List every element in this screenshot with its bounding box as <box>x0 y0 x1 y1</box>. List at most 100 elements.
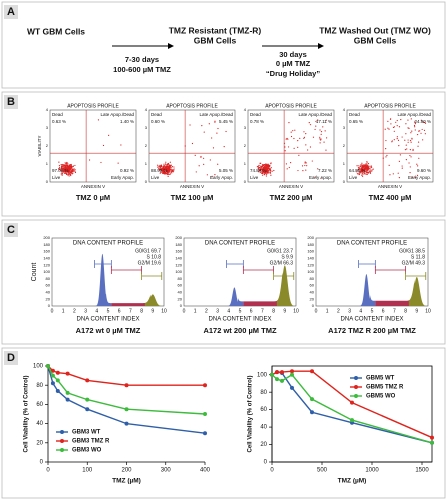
x-tick-label: 5 <box>371 308 374 314</box>
cell-dot <box>162 166 164 168</box>
phase-value: G0/G1 23.7 <box>267 248 293 254</box>
cell-dot <box>363 172 365 174</box>
cell-dot <box>417 145 419 147</box>
series-line <box>47 365 206 415</box>
x-tick-label: 500 <box>317 468 328 474</box>
cell-dot <box>361 172 363 174</box>
cell-dot <box>398 160 400 162</box>
cell-dot <box>217 163 219 165</box>
stage-label: TMZ Resistant (TMZ-R) <box>169 25 262 35</box>
cell-dot <box>319 142 321 144</box>
step-label: 7-30 days <box>125 55 159 64</box>
cell-dot <box>308 122 310 124</box>
cell-dot <box>268 171 270 173</box>
cell-dot <box>68 172 70 175</box>
axis-label: ANNEXIN V <box>180 184 204 189</box>
cell-dot <box>360 168 362 170</box>
cell-dot <box>405 159 407 161</box>
y-tick-label: 0 <box>48 303 51 308</box>
cell-dot <box>418 130 420 132</box>
cell-dot <box>161 168 163 170</box>
cell-dot <box>314 128 316 131</box>
cell-dot <box>165 161 167 163</box>
cell-dot <box>267 163 269 165</box>
cell-dot <box>424 133 426 135</box>
cell-dot <box>165 168 167 170</box>
x-tick-label: 9 <box>283 308 286 314</box>
quadrant-pct: 24.90 % <box>414 119 431 124</box>
cell-dot <box>304 164 306 167</box>
panel-letter-bg <box>4 95 18 109</box>
cell-dot <box>74 164 76 167</box>
panel-letter: D <box>7 352 15 364</box>
cell-dot <box>167 173 169 175</box>
quadrant-pct: 74.89 % <box>250 168 267 173</box>
cell-dot <box>171 172 173 174</box>
x-tick-label: 1 <box>62 308 65 314</box>
cell-dot <box>367 163 370 165</box>
cell-dot <box>386 154 388 157</box>
cell-dot <box>297 146 299 148</box>
cell-dot <box>385 156 387 158</box>
cell-dot <box>410 156 412 158</box>
cell-dot <box>293 147 295 149</box>
cell-dot <box>302 170 304 172</box>
cell-dot <box>395 121 397 123</box>
cell-dot <box>409 140 412 142</box>
cell-dot <box>366 163 368 165</box>
cell-dot <box>361 169 363 171</box>
cell-dot <box>169 169 171 171</box>
y-tick-label: 140 <box>175 255 182 260</box>
quadrant-label: Early Apop. <box>309 175 332 180</box>
cell-dot <box>408 162 410 164</box>
cell-dot <box>189 124 191 126</box>
cell-dot <box>409 166 411 168</box>
cell-dot <box>416 174 419 176</box>
y-tick-label: 120 <box>175 262 182 267</box>
x-tick-label: 0 <box>270 468 274 474</box>
axis-label: VIABILITY <box>37 135 42 156</box>
cell-dot <box>368 167 370 170</box>
cell-dot <box>398 126 401 128</box>
cell-dot <box>59 169 61 171</box>
cell-dot <box>163 163 165 165</box>
cell-dot <box>60 168 62 170</box>
cell-dot <box>259 168 261 170</box>
plot-header: DNA CONTENT PROFILE <box>73 241 143 247</box>
cell-dot <box>317 168 319 170</box>
cell-dot <box>157 166 159 168</box>
cell-dot <box>391 140 393 142</box>
x-tick-label: 9 <box>415 308 418 314</box>
y-tick-label: 160 <box>307 249 314 254</box>
data-point <box>270 372 274 377</box>
x-tick-label: 10 <box>425 308 431 314</box>
quadrant-label: Early Apop. <box>111 175 134 180</box>
histogram-area <box>243 300 277 306</box>
cell-dot <box>358 168 360 171</box>
panel-b-frame <box>1 91 446 217</box>
plot-caption: A172 TMZ R 200 µM TMZ <box>328 326 416 335</box>
x-tick-label: 7 <box>393 308 396 314</box>
arrow-head <box>168 43 174 49</box>
cell-dot <box>387 127 389 129</box>
cell-dot <box>385 139 387 142</box>
cell-dot <box>173 170 175 172</box>
cell-dot <box>158 165 160 167</box>
cell-dot <box>261 174 264 176</box>
data-point <box>65 397 70 402</box>
cell-dot <box>285 163 287 165</box>
cell-dot <box>67 166 69 168</box>
cell-dot <box>309 146 312 148</box>
data-point <box>290 369 294 374</box>
y-tick-label: 40 <box>178 289 183 294</box>
cell-dot <box>364 167 366 169</box>
cell-dot <box>424 122 427 124</box>
x-tick-label: 5 <box>107 308 110 314</box>
cell-dot <box>67 170 69 173</box>
quadrant-pct: 0.60 % <box>151 119 165 124</box>
cell-dot <box>362 165 364 167</box>
y-tick-label: 4 <box>343 107 346 112</box>
cell-dot <box>261 166 263 168</box>
cell-dot <box>58 164 61 167</box>
y-tick-label: 180 <box>43 242 50 247</box>
